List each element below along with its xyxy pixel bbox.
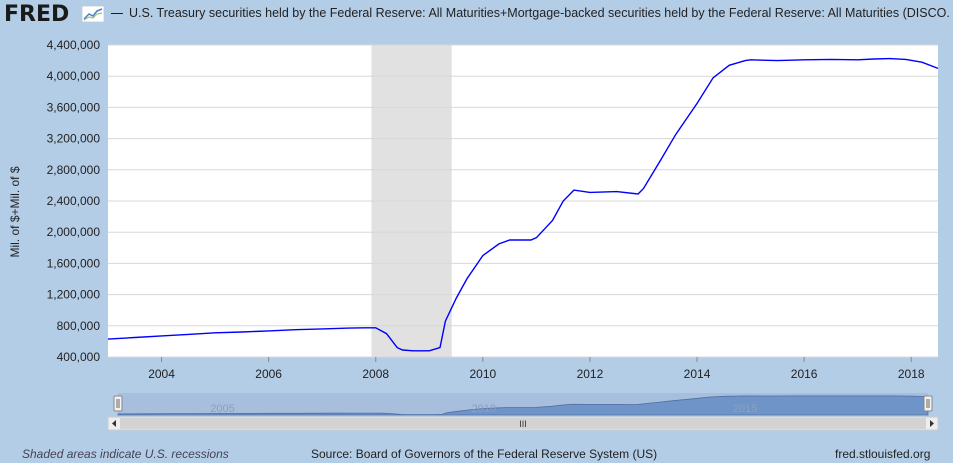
scroll-left-arrow-icon[interactable] [112,420,116,427]
y-tick-label: 4,000,000 [47,69,101,83]
x-tick-label: 2012 [577,367,604,381]
y-tick-label: 2,000,000 [47,225,101,239]
scrollbar-thumb[interactable] [120,418,926,429]
x-tick-label: 2014 [684,367,711,381]
y-tick-label: 800,000 [57,319,101,333]
legend-label: U.S. Treasury securities held by the Fed… [129,6,951,20]
x-tick-label: 2006 [255,367,282,381]
x-tick-label: 2004 [148,367,175,381]
legend-item[interactable]: U.S. Treasury securities held by the Fed… [111,6,951,20]
recession-note: Shaded areas indicate U.S. recessions [22,447,229,461]
y-tick-label: 2,800,000 [47,163,101,177]
navigator-label: 2015 [733,403,757,415]
y-tick-label: 1,200,000 [47,288,101,302]
y-tick-label: 2,400,000 [47,194,101,208]
source-note: Source: Board of Governors of the Federa… [311,447,658,461]
navigator-label: 2005 [210,403,234,415]
y-tick-label: 3,600,000 [47,100,101,114]
navigator-right-handle[interactable] [923,395,933,412]
y-tick-label: 400,000 [57,350,101,364]
legend-swatch [111,13,123,15]
trend-line-icon [82,6,104,22]
x-tick-label: 2010 [469,367,496,381]
y-tick-label: 3,200,000 [47,132,101,146]
y-tick-label: 1,600,000 [47,256,101,270]
series-line [107,57,939,352]
navigator-left-handle[interactable] [113,395,123,412]
x-tick-label: 2018 [898,367,925,381]
navigator-series-area [117,395,929,416]
fred-logo[interactable]: FRED [4,2,70,27]
site-link[interactable]: fred.stlouisfed.org [835,447,931,461]
scroll-right-arrow-icon[interactable] [930,420,934,427]
navigator-label: 2010 [472,403,496,415]
x-tick-label: 2008 [362,367,389,381]
y-tick-label: 4,400,000 [47,38,101,52]
scrollbar-grip: III [519,419,527,429]
x-tick-label: 2016 [791,367,818,381]
